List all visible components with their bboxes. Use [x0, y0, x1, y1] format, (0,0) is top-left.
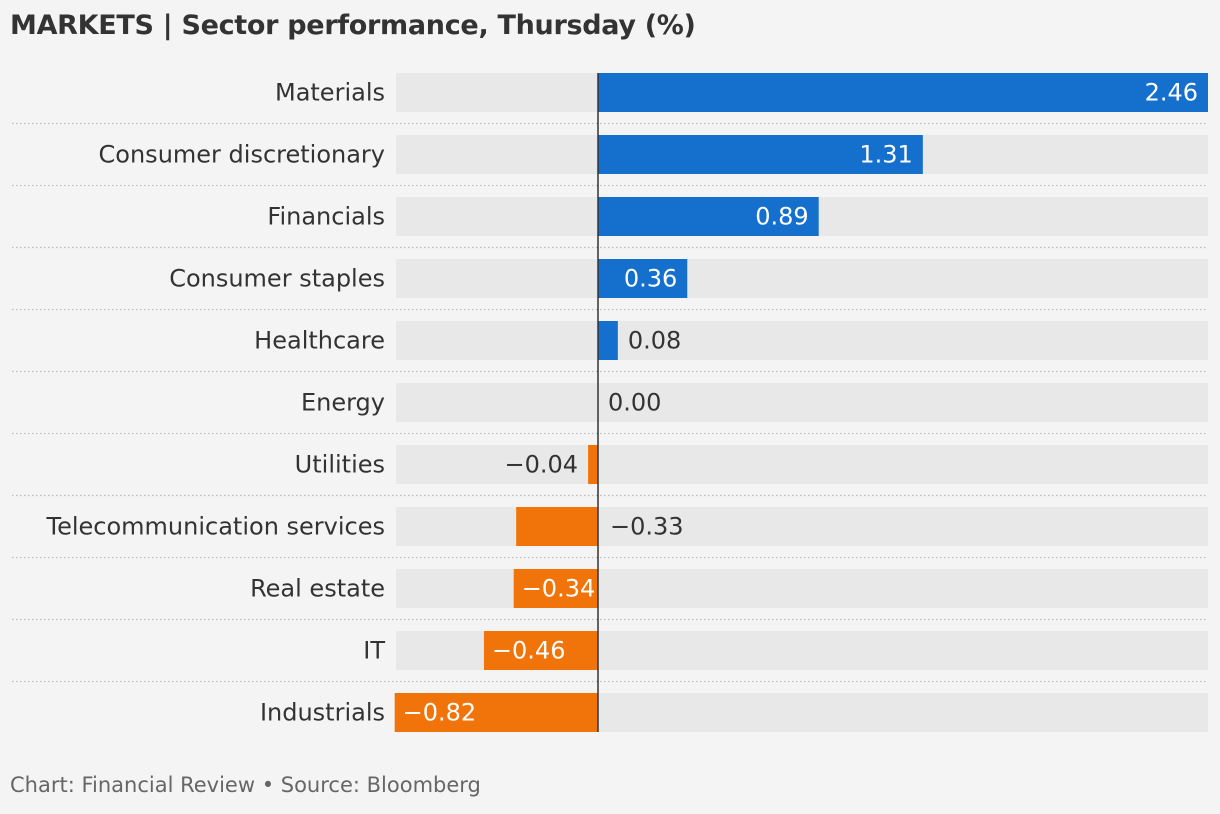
category-label: Healthcare [254, 327, 385, 355]
value-label: 0.36 [624, 265, 677, 293]
category-label: Utilities [295, 451, 385, 479]
value-label: −0.04 [505, 451, 579, 479]
category-label: Telecommunication services [46, 513, 385, 541]
value-label: 0.00 [608, 389, 661, 417]
bar [598, 135, 923, 174]
bar [598, 197, 819, 236]
bar [483, 631, 598, 670]
value-label: 0.08 [628, 327, 681, 355]
bar-track [396, 445, 1208, 484]
bar [598, 259, 688, 298]
bar [394, 693, 598, 732]
value-label: −0.82 [403, 699, 477, 727]
bar-track [396, 259, 1208, 298]
value-label: −0.33 [610, 513, 684, 541]
bar [513, 569, 598, 608]
bar [516, 507, 598, 546]
value-label: 0.89 [755, 203, 808, 231]
category-label: Real estate [250, 575, 385, 603]
category-label: Energy [301, 389, 385, 417]
bar-track [396, 383, 1208, 422]
category-label: Consumer staples [169, 265, 385, 293]
chart-title: MARKETS | Sector performance, Thursday (… [10, 10, 696, 41]
bar [598, 321, 618, 360]
bar [588, 445, 598, 484]
value-label: −0.46 [492, 637, 566, 665]
bar [598, 73, 1208, 112]
category-label: Consumer discretionary [99, 141, 385, 169]
category-label: Materials [275, 79, 385, 107]
category-label: Financials [267, 203, 385, 231]
value-label: 2.46 [1145, 79, 1198, 107]
category-label: IT [363, 637, 385, 665]
value-label: 1.31 [859, 141, 912, 169]
category-label: Industrials [260, 699, 385, 727]
value-label: −0.34 [522, 575, 596, 603]
chart-credit: Chart: Financial Review • Source: Bloomb… [10, 773, 481, 797]
bar-track [396, 321, 1208, 360]
